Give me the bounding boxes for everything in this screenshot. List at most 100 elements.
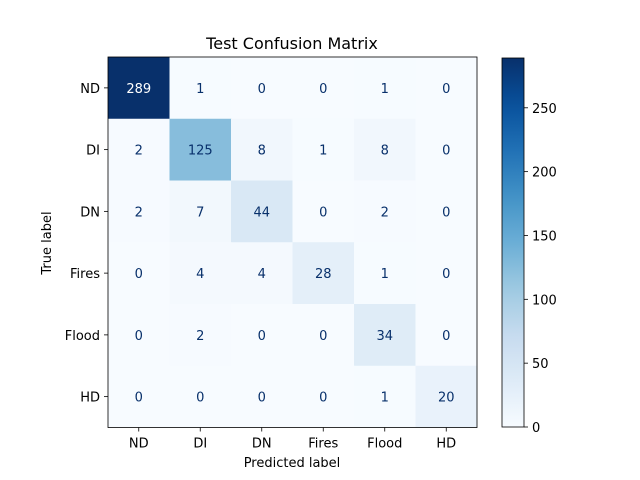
matrix-cell bbox=[354, 304, 416, 367]
cell-value-label: 8 bbox=[258, 144, 266, 159]
matrix-cell bbox=[415, 118, 478, 181]
matrix-cell bbox=[231, 57, 293, 120]
matrix-cell bbox=[169, 118, 232, 181]
cell-value-label: 0 bbox=[442, 267, 450, 282]
y-tick-label: DN bbox=[80, 205, 100, 220]
cell-value-label: 0 bbox=[442, 144, 450, 159]
matrix-cell bbox=[292, 118, 355, 181]
plot-frame bbox=[107, 56, 478, 428]
cell-value-label: 0 bbox=[319, 205, 327, 220]
cell-value-label: 44 bbox=[253, 205, 270, 220]
cell-value-label: 28 bbox=[315, 267, 332, 282]
cell-value-label: 1 bbox=[319, 144, 327, 159]
cell-value-label: 0 bbox=[258, 329, 266, 344]
matrix-cell bbox=[108, 365, 170, 428]
matrix-cell bbox=[231, 304, 293, 367]
x-tick-label: DI bbox=[193, 437, 207, 452]
matrix-cell bbox=[292, 304, 355, 367]
x-tick-label: HD bbox=[436, 437, 456, 452]
matrix-cell bbox=[292, 57, 355, 120]
x-tick-label: Flood bbox=[367, 437, 402, 452]
matrix-cell bbox=[292, 242, 355, 305]
matrix-cell bbox=[354, 57, 416, 120]
colorbar-tick-label: 100 bbox=[532, 293, 557, 308]
matrix-cell bbox=[108, 242, 170, 305]
x-tick-label: Fires bbox=[308, 437, 338, 452]
y-axis-ticks: ND DI DN Fires Flood HD bbox=[65, 82, 108, 406]
x-tick-label: DN bbox=[252, 437, 272, 452]
colorbar-ticks: 0 50 100 150 200 250 bbox=[524, 102, 557, 436]
y-tick-label: Fires bbox=[70, 267, 100, 282]
cell-value-label: 8 bbox=[381, 144, 389, 159]
cell-value-label: 4 bbox=[196, 267, 204, 282]
matrix-cell bbox=[354, 365, 416, 428]
matrix-cell bbox=[354, 180, 416, 243]
x-tick-label: ND bbox=[129, 437, 149, 452]
cell-value-label: 2 bbox=[135, 144, 143, 159]
cell-value-label: 0 bbox=[442, 82, 450, 97]
cell-value-label: 0 bbox=[196, 391, 204, 406]
cell-value-label: 0 bbox=[135, 391, 143, 406]
colorbar-tick-label: 200 bbox=[532, 166, 557, 181]
matrix-cell bbox=[231, 118, 293, 181]
y-tick-label: ND bbox=[80, 82, 100, 97]
matrix-cell bbox=[415, 304, 478, 367]
colorbar-tick-label: 250 bbox=[532, 102, 557, 117]
matrix-cell bbox=[292, 365, 355, 428]
matrix-cell bbox=[169, 242, 232, 305]
cell-value-label: 289 bbox=[126, 82, 151, 97]
matrix-cell bbox=[415, 242, 478, 305]
cell-value-label: 0 bbox=[135, 329, 143, 344]
cell-value-label: 7 bbox=[196, 205, 204, 220]
cell-value-label: 0 bbox=[319, 82, 327, 97]
cell-value-label: 0 bbox=[319, 391, 327, 406]
cell-value-label: 1 bbox=[196, 82, 204, 97]
cell-value-label: 34 bbox=[376, 329, 393, 344]
matrix-cell bbox=[108, 304, 170, 367]
cell-value-label: 2 bbox=[381, 205, 389, 220]
cell-value-label: 0 bbox=[442, 205, 450, 220]
cell-value-label: 20 bbox=[438, 391, 455, 406]
matrix-cell bbox=[231, 180, 293, 243]
matrix-cells: 289 1 0 0 1 02 125 8 1 8 02 7 44 0 2 00 4 4 28 1 00 2 0 0 34 00 0 0… bbox=[107, 56, 478, 428]
matrix-cell bbox=[108, 57, 170, 120]
matrix-cell bbox=[415, 57, 478, 120]
matrix-cell bbox=[354, 242, 416, 305]
colorbar-tick-label: 150 bbox=[532, 229, 557, 244]
colorbar-tick-label: 0 bbox=[532, 421, 540, 436]
matrix-cell bbox=[354, 118, 416, 181]
matrix-cell bbox=[292, 180, 355, 243]
cell-value-label: 125 bbox=[188, 144, 213, 159]
colorbar-tick-label: 50 bbox=[532, 357, 549, 372]
cell-value-label: 0 bbox=[319, 329, 327, 344]
matrix-cell bbox=[231, 365, 293, 428]
matrix-cell bbox=[108, 118, 170, 181]
matrix-cell bbox=[169, 180, 232, 243]
matrix-cell bbox=[169, 365, 232, 428]
cell-value-label: 0 bbox=[258, 82, 266, 97]
y-tick-label: HD bbox=[80, 391, 100, 406]
cell-value-label: 1 bbox=[381, 267, 389, 282]
matrix-cell bbox=[108, 180, 170, 243]
matrix-cell bbox=[169, 57, 232, 120]
matrix-cell bbox=[169, 304, 232, 367]
matrix-cell bbox=[231, 242, 293, 305]
matrix-cell bbox=[415, 180, 478, 243]
cell-value-label: 4 bbox=[258, 267, 266, 282]
y-tick-label: Flood bbox=[65, 329, 100, 344]
x-axis-ticks: ND DI DN Fires Flood HD bbox=[129, 427, 456, 452]
cell-value-label: 1 bbox=[381, 82, 389, 97]
matrix-cell bbox=[415, 365, 478, 428]
chart-title: Test Confusion Matrix bbox=[205, 34, 378, 53]
cell-value-label: 0 bbox=[442, 329, 450, 344]
colorbar bbox=[501, 57, 525, 428]
cell-value-label: 1 bbox=[381, 391, 389, 406]
x-axis-label: Predicted label bbox=[244, 456, 341, 471]
cell-value-label: 2 bbox=[135, 205, 143, 220]
y-axis-label: True label bbox=[40, 211, 55, 275]
y-tick-label: DI bbox=[86, 144, 100, 159]
cell-value-label: 2 bbox=[196, 329, 204, 344]
cell-value-label: 0 bbox=[135, 267, 143, 282]
cell-value-label: 0 bbox=[258, 391, 266, 406]
